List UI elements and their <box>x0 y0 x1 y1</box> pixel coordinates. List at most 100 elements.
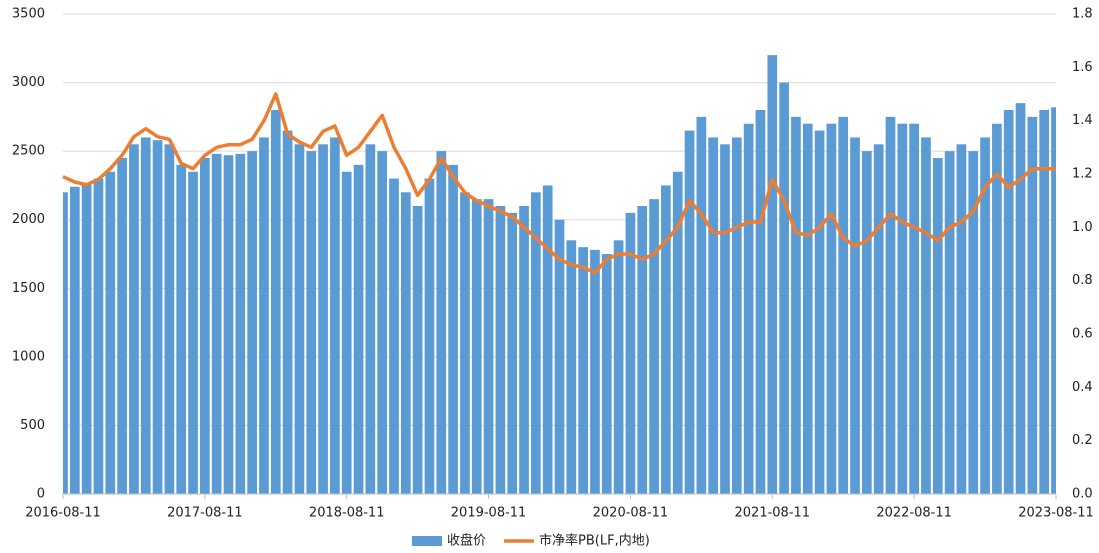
y-tick-label: 3500 <box>12 7 45 22</box>
bar <box>188 171 198 494</box>
bar <box>483 199 494 494</box>
y2-tick-label: 0.0 <box>1072 487 1093 502</box>
y2-tick-label: 1.6 <box>1072 60 1093 75</box>
y2-tick-label: 0.6 <box>1072 327 1093 342</box>
bar <box>282 130 293 495</box>
bar <box>306 151 317 494</box>
bar <box>1003 110 1014 494</box>
y-tick-label: 3000 <box>12 75 45 90</box>
bar <box>779 82 789 495</box>
legend-item: 市净率PB(LF,内地) <box>504 533 650 549</box>
bar <box>211 153 222 494</box>
bar <box>507 212 518 494</box>
bar <box>696 116 707 494</box>
bar <box>980 137 990 494</box>
bar <box>400 192 411 495</box>
bar <box>637 206 648 494</box>
bar <box>885 116 896 494</box>
bar <box>247 151 257 494</box>
x-tick-label: 2018-08-11 <box>309 506 385 521</box>
bar <box>731 137 742 494</box>
bar <box>341 171 352 494</box>
bar <box>862 151 872 494</box>
bar <box>1039 110 1050 494</box>
y2-tick-label: 1.2 <box>1072 167 1093 182</box>
bar <box>270 110 281 494</box>
bar <box>601 254 612 494</box>
bar <box>519 206 529 494</box>
y-tick-label: 1500 <box>12 281 45 296</box>
bar <box>460 192 470 495</box>
bar <box>389 178 399 495</box>
bar <box>365 144 376 495</box>
bar <box>129 144 139 495</box>
bar <box>968 151 979 494</box>
bar <box>176 164 187 494</box>
bar <box>495 206 506 494</box>
bar <box>720 144 730 495</box>
legend-swatch <box>412 536 442 546</box>
bar <box>330 137 340 494</box>
x-tick-label: 2020-08-11 <box>593 506 669 521</box>
bar <box>223 155 234 494</box>
bar <box>200 158 210 494</box>
bar <box>873 144 884 495</box>
bar <box>1027 116 1038 494</box>
bar <box>140 137 151 494</box>
bar <box>1051 107 1056 494</box>
bar <box>850 137 860 494</box>
bar <box>448 164 458 494</box>
bar <box>944 151 955 494</box>
x-tick-label: 2023-08-11 <box>1018 506 1094 521</box>
y2-tick-label: 1.4 <box>1072 113 1093 128</box>
bar <box>164 144 175 495</box>
x-tick-label: 2016-08-11 <box>25 506 101 521</box>
y-tick-label: 2000 <box>12 212 45 227</box>
bar <box>69 186 80 495</box>
bar <box>992 123 1002 494</box>
bar <box>814 130 825 495</box>
bar <box>554 219 565 494</box>
legend-item: 收盘价 <box>412 533 486 549</box>
legend-label: 市净率PB(LF,内地) <box>539 533 650 549</box>
bar <box>259 137 269 494</box>
bar <box>578 247 588 494</box>
bar <box>767 55 778 495</box>
bar <box>412 206 423 494</box>
bar <box>424 178 435 495</box>
bar <box>743 123 754 494</box>
bar <box>353 164 364 494</box>
bar <box>531 192 541 495</box>
bar <box>318 144 328 495</box>
bar <box>708 137 719 494</box>
y2-tick-label: 0.4 <box>1072 380 1093 395</box>
x-tick-label: 2019-08-11 <box>451 506 527 521</box>
bar <box>791 116 801 494</box>
bar <box>802 123 813 494</box>
legend-label: 收盘价 <box>447 533 486 549</box>
bar <box>897 123 908 494</box>
y-tick-label: 0 <box>37 487 45 502</box>
bar <box>63 192 68 495</box>
line <box>62 92 1056 275</box>
bar <box>235 153 246 494</box>
bar <box>93 178 104 495</box>
bar <box>838 116 849 494</box>
bar <box>294 144 305 495</box>
x-tick-label: 2021-08-11 <box>735 506 811 521</box>
y-tick-label: 500 <box>20 418 45 433</box>
bar <box>625 212 636 494</box>
bar <box>956 144 967 495</box>
bar <box>909 123 919 494</box>
bar <box>649 199 659 494</box>
bar <box>377 151 388 494</box>
bar <box>105 171 116 494</box>
bar <box>826 123 837 494</box>
bar <box>932 158 943 494</box>
bar <box>661 185 671 494</box>
bar <box>1015 103 1026 495</box>
bar <box>566 240 577 494</box>
bar <box>613 240 624 494</box>
bar <box>590 249 600 494</box>
